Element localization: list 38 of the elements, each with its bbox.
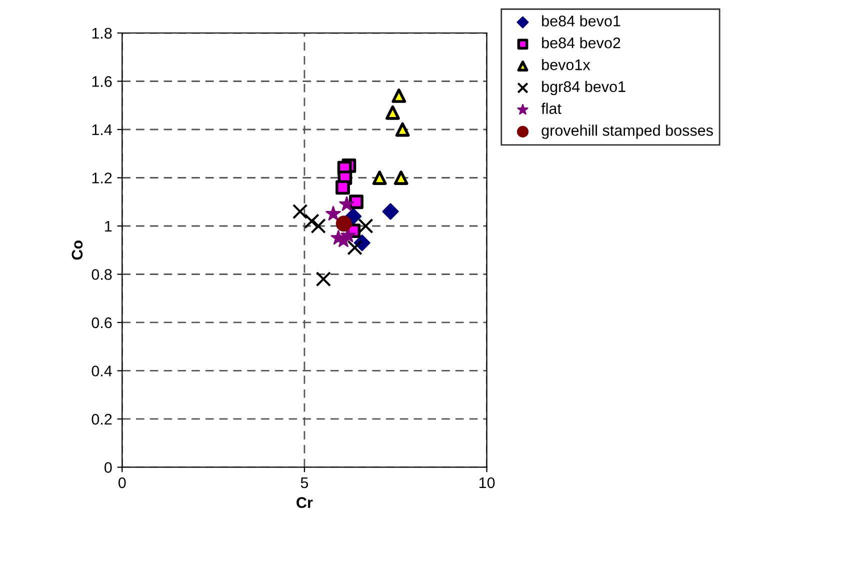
point — [349, 194, 364, 210]
point — [382, 203, 399, 220]
point — [392, 88, 406, 103]
legend-label: flat — [541, 102, 562, 114]
y-tick-label: 1.2 — [92, 172, 112, 184]
y-tick-label: 1.6 — [92, 76, 112, 87]
point — [386, 105, 400, 120]
legend-label: bevo1x — [542, 58, 590, 70]
x-tick-label: 5 — [300, 478, 308, 488]
y-tick-label: 1.4 — [92, 124, 112, 136]
point — [395, 122, 410, 137]
point — [336, 180, 350, 195]
point — [310, 218, 326, 234]
x-tick-label: 0 — [118, 477, 126, 488]
legend-label: be84 bevo2 — [542, 37, 620, 48]
point — [347, 240, 362, 256]
point — [292, 204, 308, 220]
y-tick-label: 1.8 — [92, 28, 112, 39]
y-tick-label: 0.4 — [92, 366, 112, 376]
legend-label: be84 bevo1 — [542, 15, 620, 26]
y-tick-label: 0 — [104, 462, 112, 473]
point — [336, 216, 352, 232]
y-tick-label: 0.8 — [92, 269, 112, 280]
y-tick-label: 0.6 — [92, 317, 112, 328]
point — [339, 196, 354, 211]
point — [358, 218, 374, 234]
y-tick-label: 0.2 — [92, 414, 112, 425]
y-tick-label: 1 — [105, 221, 112, 232]
y-axis-title: Co — [72, 240, 83, 260]
x-axis-title: Cr — [296, 497, 313, 508]
point — [394, 170, 408, 185]
x-tick-label: 10 — [479, 477, 495, 488]
point — [316, 271, 332, 287]
point — [372, 170, 387, 185]
point — [304, 214, 320, 229]
point — [326, 206, 341, 221]
legend-label: bgr84 bevo1 — [542, 80, 626, 96]
legend-label: grovehill stamped bosses — [542, 124, 713, 139]
